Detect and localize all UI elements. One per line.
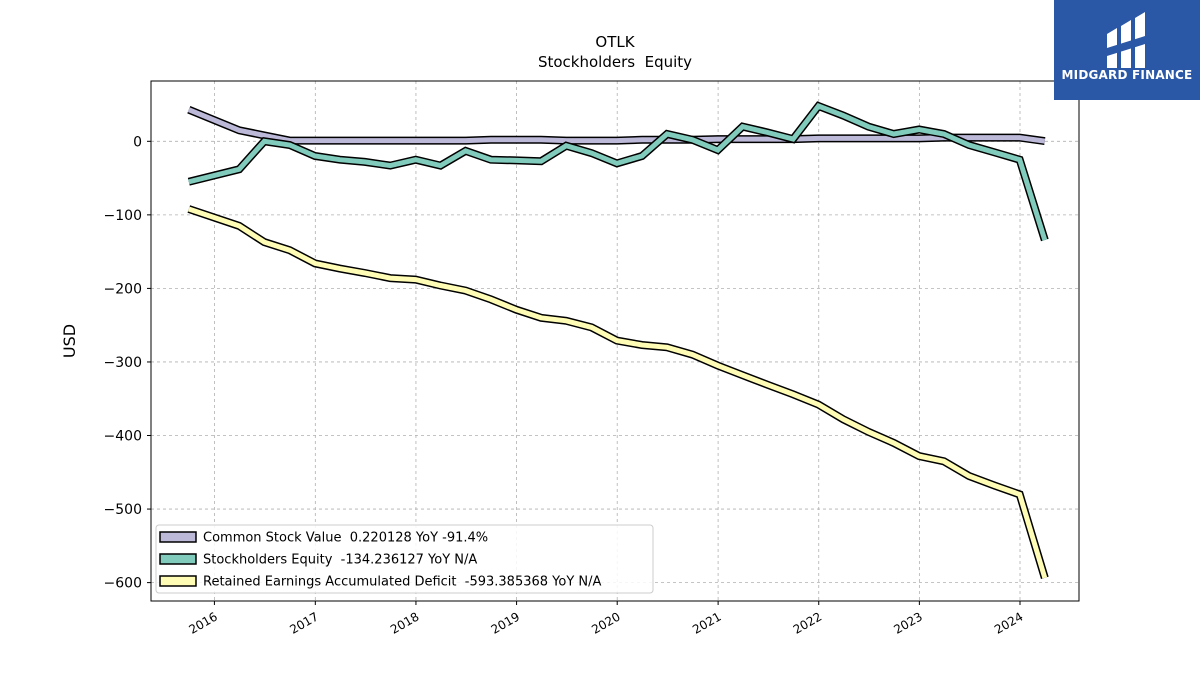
legend-swatch — [159, 553, 197, 565]
y-tick-label: −300 — [104, 355, 142, 371]
legend-entry: Retained Earnings Accumulated Deficit -5… — [203, 575, 602, 590]
y-tick-label: −600 — [104, 576, 142, 592]
x-tick-label: 2022 — [791, 609, 824, 636]
logo-wordmark: MIDGARD FINANCE — [1061, 68, 1193, 82]
x-tick-label: 2021 — [690, 609, 723, 636]
legend: Common Stock Value 0.220128 YoY -91.4% St… — [155, 524, 654, 594]
x-tick-label: 2017 — [287, 609, 320, 636]
y-axis-ticks: 0 −100 −200 −300 −400 −500 −600 — [104, 134, 151, 592]
chart-title: OTLK — [595, 33, 635, 51]
x-axis-ticks: 2016 2017 2018 2019 2020 2021 2022 2023 2024 — [186, 601, 1026, 637]
series-1-outline — [187, 101, 1049, 242]
y-tick-label: −500 — [104, 502, 142, 518]
legend-entry: Common Stock Value 0.220128 YoY -91.4% — [203, 531, 488, 546]
legend-entry: Stockholders Equity -134.236127 YoY N/A — [203, 553, 477, 568]
series-2-line — [188, 206, 1048, 579]
x-tick-label: 2023 — [891, 609, 924, 636]
series-1-line — [188, 102, 1048, 241]
y-tick-label: −100 — [104, 208, 142, 224]
x-tick-label: 2020 — [589, 609, 622, 636]
midgard-finance-logo: MIDGARD FINANCE — [1054, 0, 1200, 100]
y-axis-label: USD — [60, 324, 79, 358]
legend-box — [155, 524, 654, 594]
y-tick-label: −200 — [104, 281, 142, 297]
plot-frame — [150, 80, 1080, 602]
y-tick-label: 0 — [133, 134, 142, 150]
chart-subtitle: Stockholders Equity — [538, 53, 692, 71]
x-tick-label: 2024 — [992, 609, 1025, 636]
legend-swatch — [159, 531, 197, 543]
legend-swatch — [159, 575, 197, 587]
x-tick-label: 2016 — [186, 609, 219, 636]
series-lines — [187, 101, 1049, 579]
x-tick-label: 2019 — [489, 609, 522, 636]
x-tick-label: 2018 — [388, 609, 421, 636]
logo-mark-icon — [1107, 12, 1145, 68]
series-0-line — [187, 107, 1046, 144]
y-tick-label: −400 — [104, 429, 142, 445]
